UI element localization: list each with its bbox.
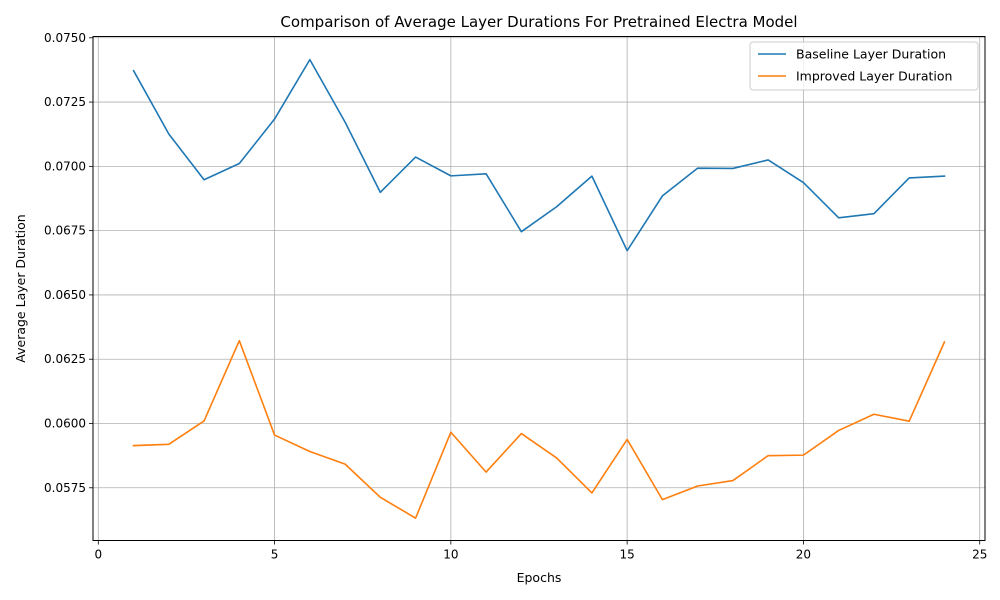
plot-frame: [92, 36, 986, 541]
y-tick-label: 0.0650: [44, 288, 86, 302]
y-tick-label: 0.0575: [44, 481, 86, 495]
y-axis: 0.0575 0.0600 0.0625 0.0650 0.0675 0.0700 0.07…: [44, 31, 93, 495]
chart-title: Comparison of Average Layer Durations Fo…: [280, 13, 797, 31]
x-tick-label: 0: [94, 548, 102, 562]
x-axis: 0 5 10 15 20 25: [94, 540, 987, 562]
x-tick-label: 25: [972, 548, 987, 562]
y-tick-label: 0.0700: [44, 159, 86, 173]
y-tick-label: 0.0600: [44, 417, 86, 431]
y-tick-label: 0.0625: [44, 352, 86, 366]
x-tick-label: 10: [443, 548, 458, 562]
y-tick-label: 0.0675: [44, 224, 86, 238]
y-axis-title: Average Layer Duration: [13, 214, 28, 362]
legend: Baseline Layer Duration Improved Layer D…: [749, 41, 979, 91]
legend-label-baseline: Baseline Layer Duration: [796, 47, 946, 62]
y-tick-label: 0.0750: [44, 31, 86, 45]
y-tick-label: 0.0725: [44, 95, 86, 109]
legend-label-improved: Improved Layer Duration: [796, 69, 952, 84]
x-tick-label: 20: [796, 548, 811, 562]
series-line-baseline: [132, 58, 946, 252]
series-line-improved: [132, 339, 946, 519]
x-tick-label: 5: [271, 548, 279, 562]
x-tick-label: 15: [620, 548, 635, 562]
x-axis-title: Epochs: [517, 570, 562, 585]
series-lines: [132, 58, 946, 519]
legend-box: [749, 41, 979, 91]
grid: [93, 36, 985, 541]
